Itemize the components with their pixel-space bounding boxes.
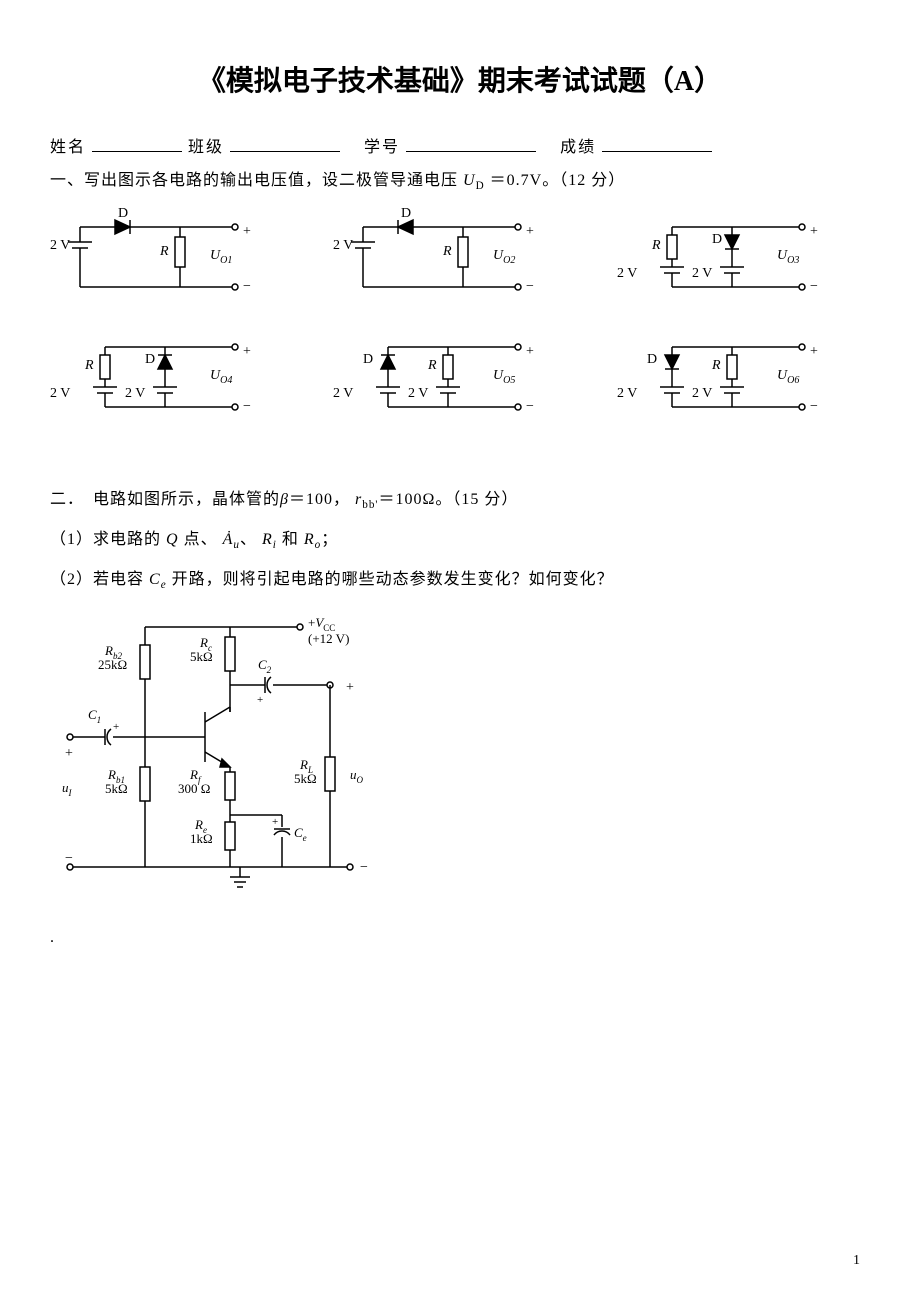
svg-text:(+12 V): (+12 V) [308, 631, 349, 646]
circuit-6: D 2 V R 2 V + − UO6 [617, 327, 870, 427]
svg-text:−: − [810, 279, 818, 294]
svg-text:UO3: UO3 [777, 248, 799, 266]
svg-text:2 V: 2 V [333, 386, 353, 401]
score-blank[interactable] [602, 135, 712, 152]
svg-text:5kΩ: 5kΩ [105, 781, 128, 796]
svg-text:2 V: 2 V [50, 238, 70, 253]
svg-text:UO6: UO6 [777, 368, 799, 386]
svg-text:R: R [711, 358, 721, 373]
svg-text:UO5: UO5 [493, 368, 515, 386]
score-label: 成绩 [560, 139, 596, 156]
circuit-5: D 2 V R 2 V + − UO5 [333, 327, 586, 427]
svg-text:D: D [712, 232, 722, 247]
id-blank[interactable] [406, 135, 536, 152]
circuit-2: 2 V D R + − UO2 [333, 207, 586, 307]
svg-text:R: R [427, 358, 437, 373]
svg-text:+: + [243, 224, 251, 239]
svg-text:UO2: UO2 [493, 248, 515, 266]
svg-text:2 V: 2 V [125, 386, 145, 401]
svg-text:2 V: 2 V [692, 386, 712, 401]
svg-text:−: − [360, 860, 368, 875]
student-info: 姓名 班级 学号 成绩 [50, 135, 870, 161]
q2-section: 二． 电路如图所示，晶体管的β＝100， rbb'＝100Ω。（15 分） （1… [50, 487, 870, 916]
svg-text:−: − [810, 399, 818, 414]
svg-text:−: − [526, 399, 534, 414]
svg-text:Ce: Ce [294, 825, 307, 843]
class-label: 班级 [188, 139, 224, 156]
svg-text:−: − [526, 279, 534, 294]
id-label: 学号 [364, 139, 400, 156]
svg-text:uI: uI [62, 780, 73, 798]
svg-text:1kΩ: 1kΩ [190, 831, 213, 846]
svg-text:2 V: 2 V [617, 266, 637, 281]
svg-text:D: D [145, 352, 155, 367]
svg-text:C2: C2 [258, 657, 272, 675]
svg-text:uO: uO [350, 767, 364, 785]
svg-text:D: D [118, 207, 128, 221]
svg-text:25kΩ: 25kΩ [98, 657, 127, 672]
svg-text:UO1: UO1 [210, 248, 232, 266]
svg-text:−: − [243, 399, 251, 414]
svg-text:2 V: 2 V [617, 386, 637, 401]
svg-text:+: + [810, 344, 818, 359]
svg-text:+: + [65, 746, 73, 761]
svg-text:2 V: 2 V [692, 266, 712, 281]
page-title: 《模拟电子技术基础》期末考试试题（A） [50, 60, 870, 105]
circuit-3: R 2 V D 2 V [617, 207, 870, 307]
svg-text:5kΩ: 5kΩ [190, 649, 213, 664]
q2-sub2: （2）若电容 Ce 开路，则将引起电路的哪些动态参数发生变化？如何变化？ [50, 567, 870, 595]
name-blank[interactable] [92, 135, 182, 152]
svg-text:R: R [442, 244, 452, 259]
svg-text:UO4: UO4 [210, 368, 232, 386]
svg-text:+: + [810, 224, 818, 239]
svg-text:D: D [647, 352, 657, 367]
svg-text:+: + [526, 344, 534, 359]
svg-text:+: + [272, 816, 278, 828]
svg-text:R: R [651, 238, 661, 253]
svg-text:D: D [401, 207, 411, 221]
svg-text:+: + [526, 224, 534, 239]
q1-prompt: 一、写出图示各电路的输出电压值，设二极管导通电压 UD ＝0.7V。（12 分） [50, 168, 870, 196]
page-number: 1 [853, 1250, 860, 1272]
q1-circuits-grid: 2 V D R + − UO1 [50, 207, 870, 427]
svg-text:+: + [346, 680, 354, 695]
svg-text:C1: C1 [88, 707, 101, 725]
svg-text:+: + [113, 721, 119, 733]
circuit-1: 2 V D R + − UO1 [50, 207, 303, 307]
svg-text:+: + [243, 344, 251, 359]
name-label: 姓名 [50, 139, 86, 156]
svg-text:−: − [243, 279, 251, 294]
svg-text:R: R [159, 244, 169, 259]
q2-prompt: 二． 电路如图所示，晶体管的β＝100， rbb'＝100Ω。（15 分） [50, 487, 870, 515]
svg-text:2 V: 2 V [333, 238, 353, 253]
svg-text:R: R [84, 358, 94, 373]
q2-schematic: +VCC (+12 V) Rb2 25kΩ Rc 5kΩ + [50, 607, 870, 916]
q2-sub1: （1）求电路的 Q 点、 Ȧu、 Ri 和 Ro； [50, 527, 870, 555]
svg-text:300 Ω: 300 Ω [178, 781, 210, 796]
svg-text:2 V: 2 V [408, 386, 428, 401]
svg-text:D: D [363, 352, 373, 367]
svg-text:5kΩ: 5kΩ [294, 771, 317, 786]
class-blank[interactable] [230, 135, 340, 152]
svg-text:+: + [257, 694, 263, 706]
svg-text:−: − [65, 851, 73, 866]
circuit-4: R 2 V D 2 V + − U [50, 327, 303, 427]
svg-text:2 V: 2 V [50, 386, 70, 401]
